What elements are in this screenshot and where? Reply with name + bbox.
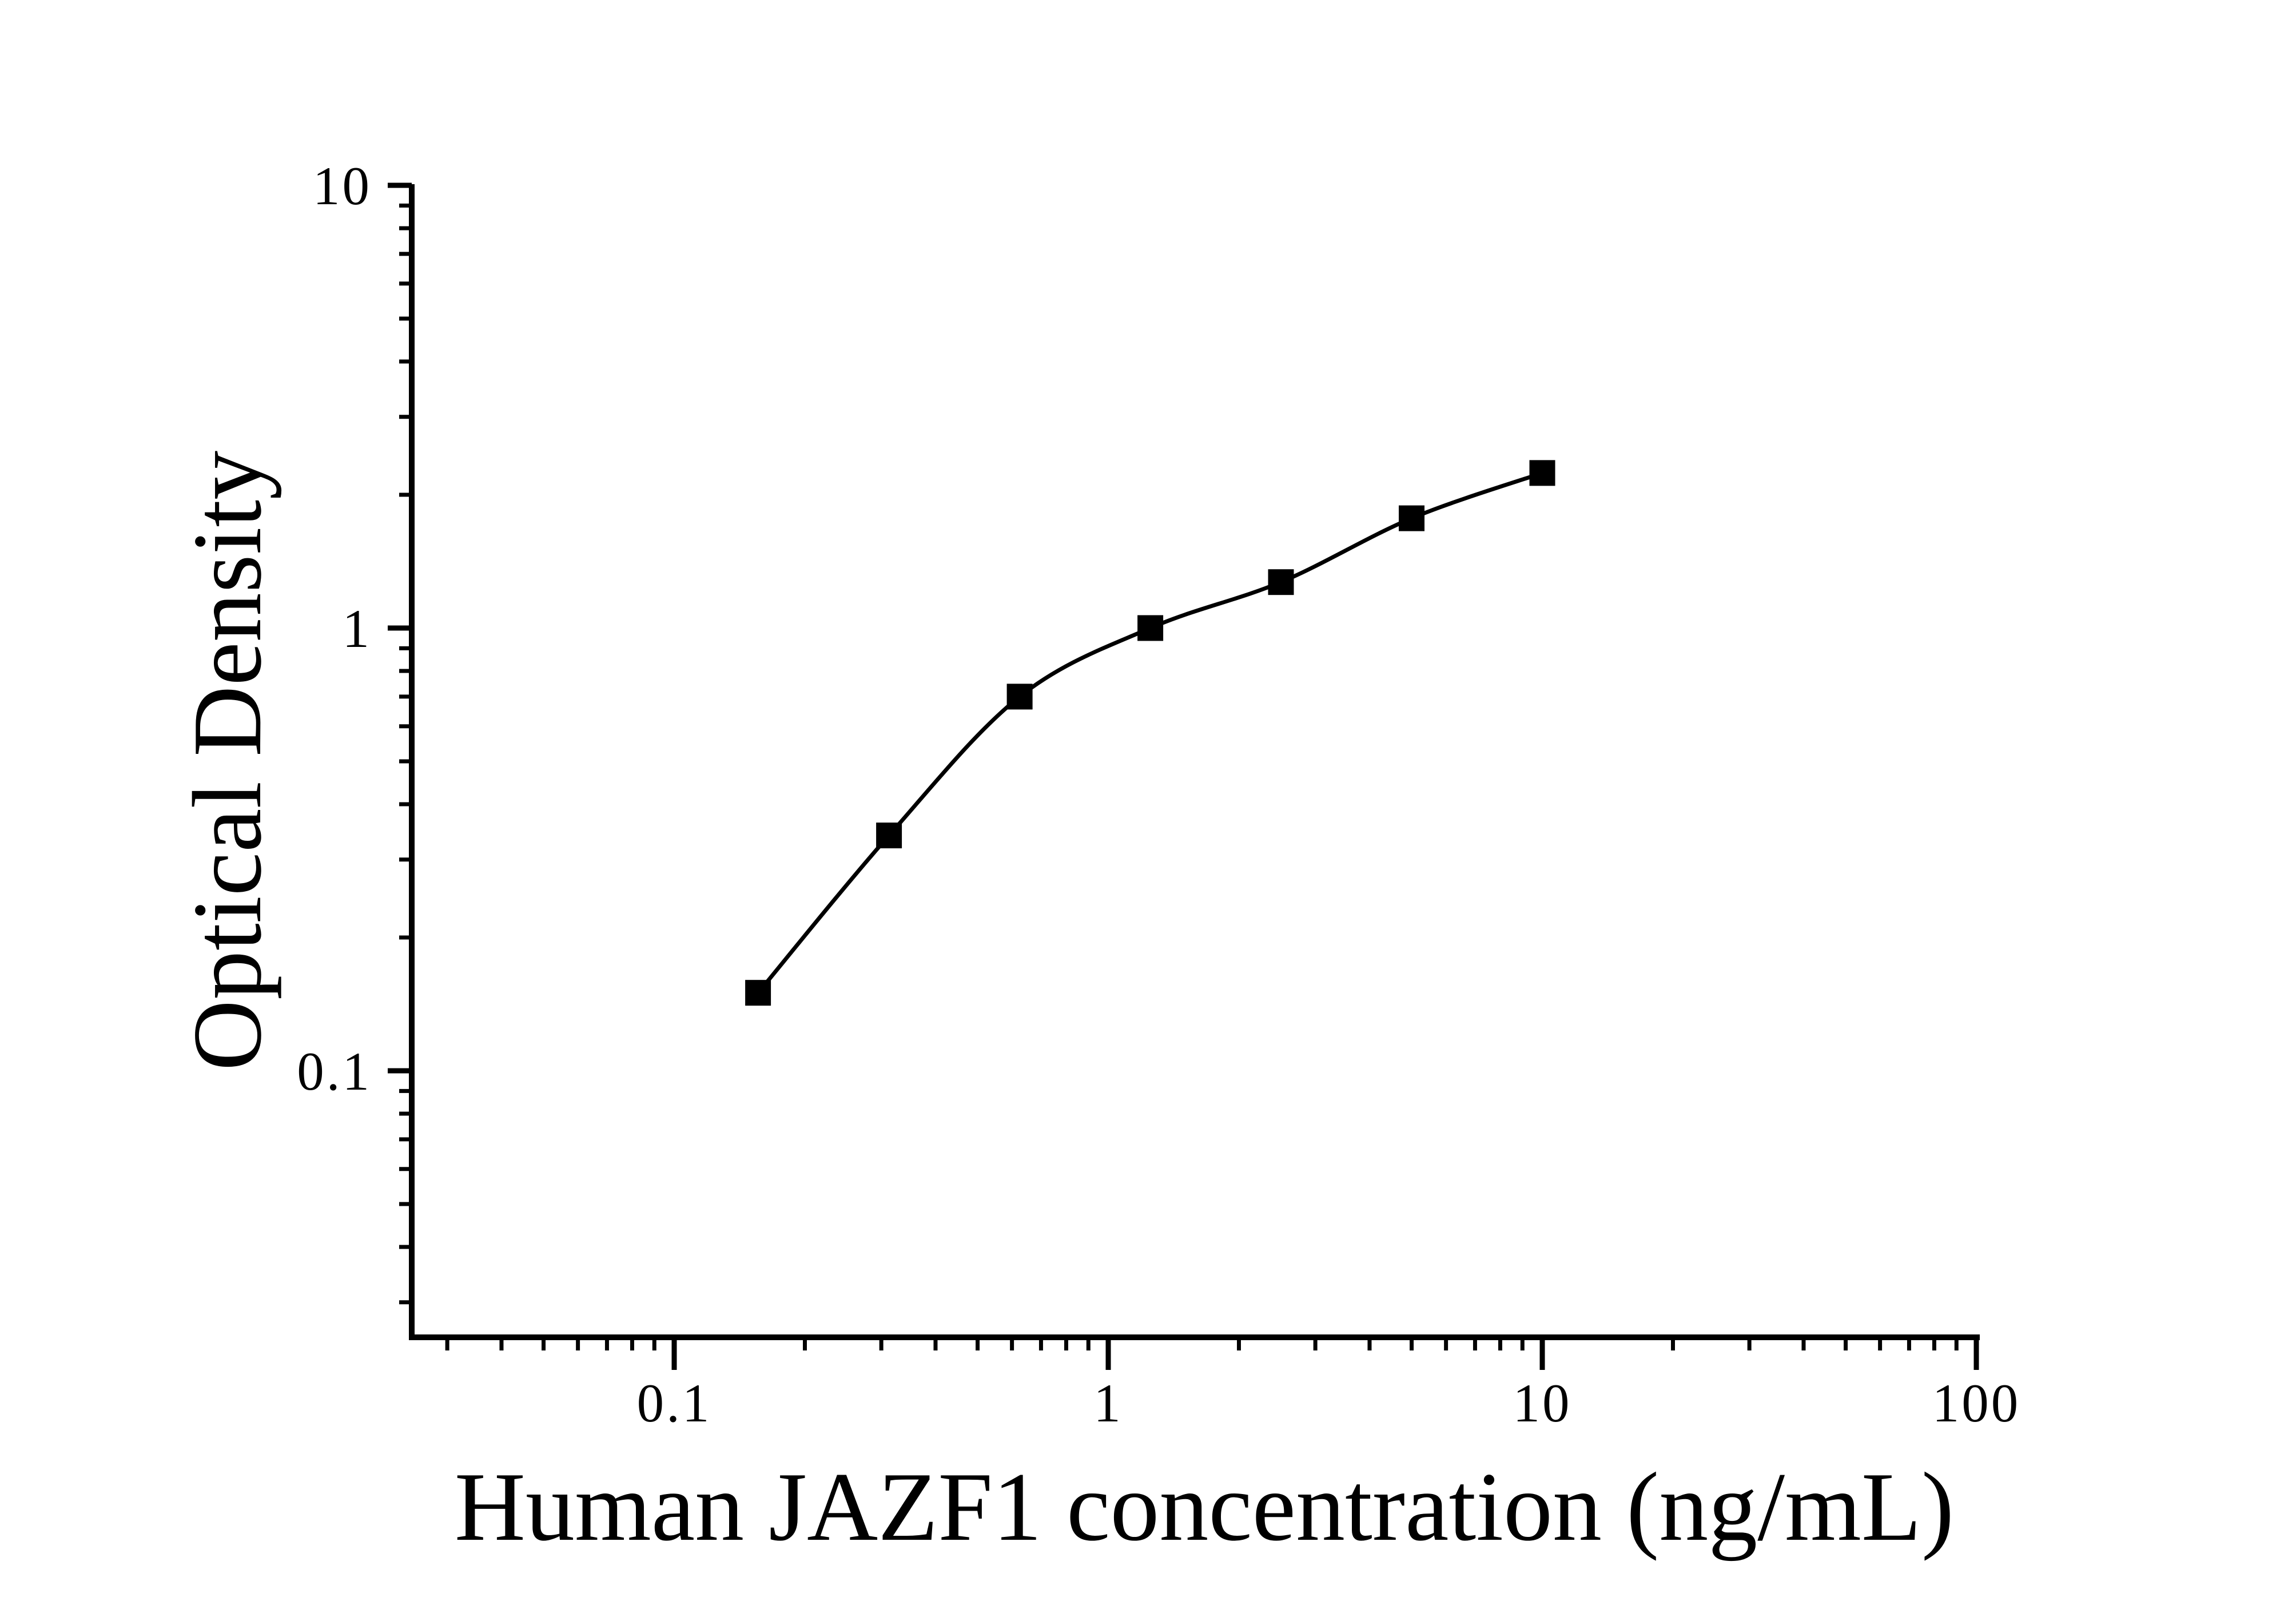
data-point-marker bbox=[1137, 615, 1164, 641]
axis-ticks-layer bbox=[388, 182, 1979, 1370]
y-tick-label-0_1: 0.1 bbox=[297, 1041, 372, 1102]
fitted-curve bbox=[756, 471, 1543, 994]
data-point-marker bbox=[1529, 460, 1555, 486]
x-tick-label-100: 100 bbox=[1932, 1373, 2021, 1433]
x-axis-title: Human JAZF1 concentration (ng/mL) bbox=[455, 1453, 1954, 1562]
y-tick-label-1: 1 bbox=[343, 598, 372, 659]
data-point-marker bbox=[1399, 505, 1424, 531]
data-point-marker bbox=[745, 980, 771, 1006]
x-tick-label-0_1: 0.1 bbox=[637, 1373, 712, 1433]
data-series-layer bbox=[745, 460, 1555, 1006]
x-tick-label-10: 10 bbox=[1513, 1373, 1572, 1433]
y-axis-title: Optical Density bbox=[173, 451, 282, 1071]
data-point-marker bbox=[1006, 684, 1033, 710]
x-tick-label-1: 1 bbox=[1093, 1373, 1123, 1433]
y-tick-label-10: 10 bbox=[313, 156, 372, 216]
data-point-marker bbox=[1268, 569, 1294, 595]
data-point-marker bbox=[876, 823, 902, 849]
